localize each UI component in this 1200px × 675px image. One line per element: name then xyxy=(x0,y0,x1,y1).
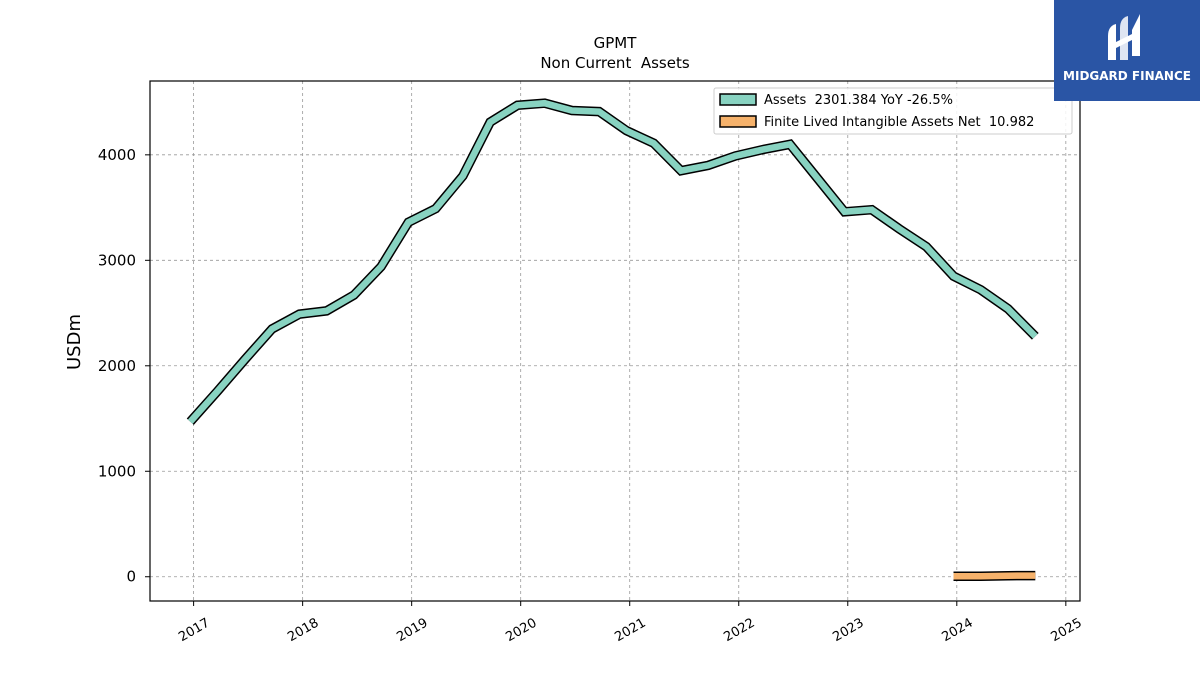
y-tick-label: 2000 xyxy=(98,357,136,375)
chart-subtitle: Non Current Assets xyxy=(540,54,690,72)
series-line-outline-assets xyxy=(186,98,1039,425)
series-layer xyxy=(186,98,1039,581)
axis-ticks: 0 1000 2000 3000 4000 2017 2018 2019 2020 2021 202… xyxy=(98,146,1085,645)
legend: Assets 2301.384 YoY -26.5% Finite Lived … xyxy=(713,87,1073,135)
chart-title: GPMT xyxy=(594,34,638,52)
legend-label-assets: Assets 2301.384 YoY -26.5% xyxy=(764,93,953,108)
plot-frame xyxy=(149,80,1081,602)
x-tick-label: 2018 xyxy=(285,616,321,646)
x-tick-label: 2020 xyxy=(503,616,539,646)
y-tick-label: 1000 xyxy=(98,462,136,480)
grid-lines xyxy=(150,81,1080,601)
logo-mark-icon xyxy=(1108,14,1140,60)
x-tick-label: 2019 xyxy=(394,616,430,646)
x-tick-label: 2024 xyxy=(939,616,975,646)
x-tick-label: 2022 xyxy=(721,616,757,646)
y-tick-label: 0 xyxy=(126,568,136,586)
x-tick-label: 2023 xyxy=(830,616,866,646)
legend-label-intangible: Finite Lived Intangible Assets Net 10.98… xyxy=(764,115,1034,130)
midgard-finance-logo: MIDGARD FINANCE xyxy=(1054,0,1200,101)
y-axis-label: USDm xyxy=(64,314,85,370)
y-tick-label: 3000 xyxy=(98,251,136,269)
series-line-intangible xyxy=(953,572,1036,580)
legend-swatch-assets xyxy=(719,93,757,106)
legend-box xyxy=(713,87,1073,135)
legend-swatch-intangible xyxy=(719,115,757,128)
series-line-assets xyxy=(187,99,1038,424)
x-tick-label: 2017 xyxy=(176,616,212,646)
x-tick-label: 2021 xyxy=(612,616,648,646)
y-tick-label: 4000 xyxy=(98,146,136,164)
logo-text: MIDGARD FINANCE xyxy=(1063,69,1191,83)
x-tick-label: 2025 xyxy=(1048,616,1084,646)
